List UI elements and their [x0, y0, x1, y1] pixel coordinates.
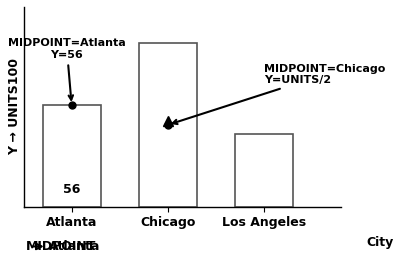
Text: MIDPOINT=Chicago
Y=UNITS/2: MIDPOINT=Chicago Y=UNITS/2	[173, 63, 386, 124]
Text: MIDPOINT: MIDPOINT	[26, 240, 96, 253]
Text: City: City	[366, 236, 394, 249]
Bar	[235, 134, 293, 206]
Text: MIDPOINT=Atlanta
Y=56: MIDPOINT=Atlanta Y=56	[8, 38, 126, 100]
Text: Atlanta: Atlanta	[48, 240, 100, 253]
Bar	[43, 105, 100, 206]
Y-axis label: Y → UNITS100: Y → UNITS100	[8, 58, 21, 155]
Bar	[139, 43, 197, 206]
Text: 56: 56	[63, 183, 80, 196]
